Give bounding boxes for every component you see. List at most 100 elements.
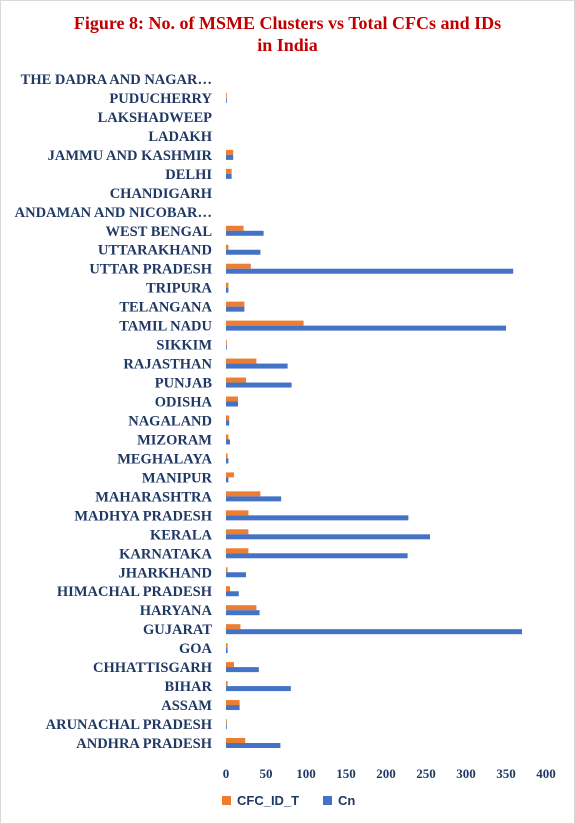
bar-cfc-id-t [226, 282, 229, 288]
bar-cfc-id-t [226, 510, 249, 516]
bar-cfc-id-t [226, 92, 227, 98]
category-label: MIZORAM [137, 432, 212, 448]
bar-cfc-id-t [226, 586, 230, 592]
x-tick-label: 250 [416, 766, 436, 781]
x-tick-label: 100 [296, 766, 316, 781]
bar-cn [226, 382, 292, 388]
x-tick-label: 50 [260, 766, 273, 781]
bar-cfc-id-t [226, 301, 245, 307]
category-label: ARUNACHAL PRADESH [46, 717, 213, 733]
bar-cn [226, 553, 408, 559]
x-tick-label: 200 [376, 766, 396, 781]
x-tick-label: 0 [223, 766, 230, 781]
bar-cn [226, 743, 281, 748]
bar-cn [226, 363, 288, 369]
bar-cfc-id-t [226, 567, 228, 573]
bar-cn [226, 249, 261, 255]
bar-cn [226, 344, 227, 350]
bar-cfc-id-t [226, 320, 304, 326]
legend-item-cn: Cn [323, 793, 355, 808]
bar-cfc-id-t [226, 472, 234, 478]
legend-item-cfc: CFC_ID_T [222, 793, 299, 808]
category-label: LADAKH [148, 129, 212, 145]
x-tick-label: 350 [496, 766, 516, 781]
category-label: RAJASTHAN [123, 357, 212, 373]
category-label: MADHYA PRADESH [74, 508, 212, 524]
bar-cn [226, 325, 506, 331]
category-label: ASSAM [161, 698, 212, 714]
legend-swatch-cn [323, 796, 332, 805]
bar-cn [226, 629, 522, 635]
bars-group [226, 92, 522, 748]
bar-cfc-id-t [226, 377, 246, 383]
bar-cn [226, 705, 240, 711]
legend-label-cfc: CFC_ID_T [237, 793, 300, 808]
bar-cn [226, 154, 234, 160]
bar-cn [226, 230, 264, 236]
bar-cn [226, 401, 238, 407]
category-label: THE DADRA AND NAGAR… [21, 72, 212, 88]
category-label: HARYANA [140, 603, 213, 619]
bar-cfc-id-t [226, 434, 229, 440]
category-label: HIMACHAL PRADESH [57, 584, 213, 600]
category-label: WEST BENGAL [105, 224, 212, 240]
bar-cfc-id-t [226, 453, 228, 459]
bar-cn [226, 686, 291, 692]
chart-title-line2: in India [257, 35, 318, 55]
bar-cfc-id-t [226, 244, 229, 250]
category-label: UTTAR PRADESH [89, 262, 212, 278]
x-tick-label: 150 [336, 766, 356, 781]
bar-cn [226, 724, 227, 730]
category-label: LAKSHADWEEP [98, 110, 213, 126]
category-label: GOA [179, 641, 213, 657]
x-axis-ticks: 0 50 100 150 200 250 300 350 400 [223, 766, 556, 781]
bar-cfc-id-t [226, 681, 228, 687]
x-tick-label: 400 [536, 766, 556, 781]
bar-cn [226, 268, 514, 274]
bar-cfc-id-t [226, 738, 246, 743]
category-label: PUDUCHERRY [109, 91, 212, 107]
bar-cfc-id-t [226, 263, 251, 269]
bar-cn [226, 173, 232, 179]
chart-title: Figure 8: No. of MSME Clusters vs Total … [73, 13, 502, 33]
bar-cfc-id-t [226, 548, 249, 554]
category-label: ODISHA [155, 395, 213, 411]
bar-cn [226, 439, 230, 445]
category-labels: ANDHRA PRADESH ARUNACHAL PRADESH ASSAM BIHA… [15, 72, 213, 752]
bar-cfc-id-t [226, 643, 228, 649]
bar-cn [226, 591, 239, 597]
category-label: TAMIL NADU [119, 319, 212, 335]
category-label: CHANDIGARH [110, 186, 213, 202]
x-tick-label: 300 [456, 766, 476, 781]
category-label: SIKKIM [156, 338, 212, 354]
category-label: ANDAMAN AND NICOBAR… [15, 205, 212, 221]
bar-cfc-id-t [226, 339, 227, 345]
category-label: JHARKHAND [119, 565, 212, 581]
bar-cn [226, 458, 229, 464]
category-label: BIHAR [164, 679, 212, 695]
bar-cn [226, 420, 230, 426]
bar-cfc-id-t [226, 149, 234, 155]
category-label: KARNATAKA [119, 546, 212, 562]
bar-cfc-id-t [226, 719, 227, 725]
bar-cfc-id-t [226, 491, 261, 497]
bar-cfc-id-t [226, 700, 240, 706]
bar-cfc-id-t [226, 624, 241, 630]
bar-cn [226, 97, 227, 103]
bar-cn [226, 477, 229, 483]
bar-cn [226, 534, 430, 540]
bar-cfc-id-t [226, 529, 249, 535]
bar-cn [226, 515, 409, 521]
category-label: MEGHALAYA [117, 451, 212, 467]
category-label: TELANGANA [119, 300, 212, 316]
category-label: CHHATTISGARH [93, 660, 213, 676]
bar-cn [226, 610, 260, 616]
bar-cn [226, 306, 245, 312]
bar-cfc-id-t [226, 225, 244, 231]
category-label: JAMMU AND KASHMIR [48, 148, 213, 164]
category-label: MANIPUR [142, 470, 213, 486]
category-label: ANDHRA PRADESH [76, 736, 212, 752]
bar-cn [226, 667, 259, 673]
category-label: NAGALAND [128, 413, 212, 429]
